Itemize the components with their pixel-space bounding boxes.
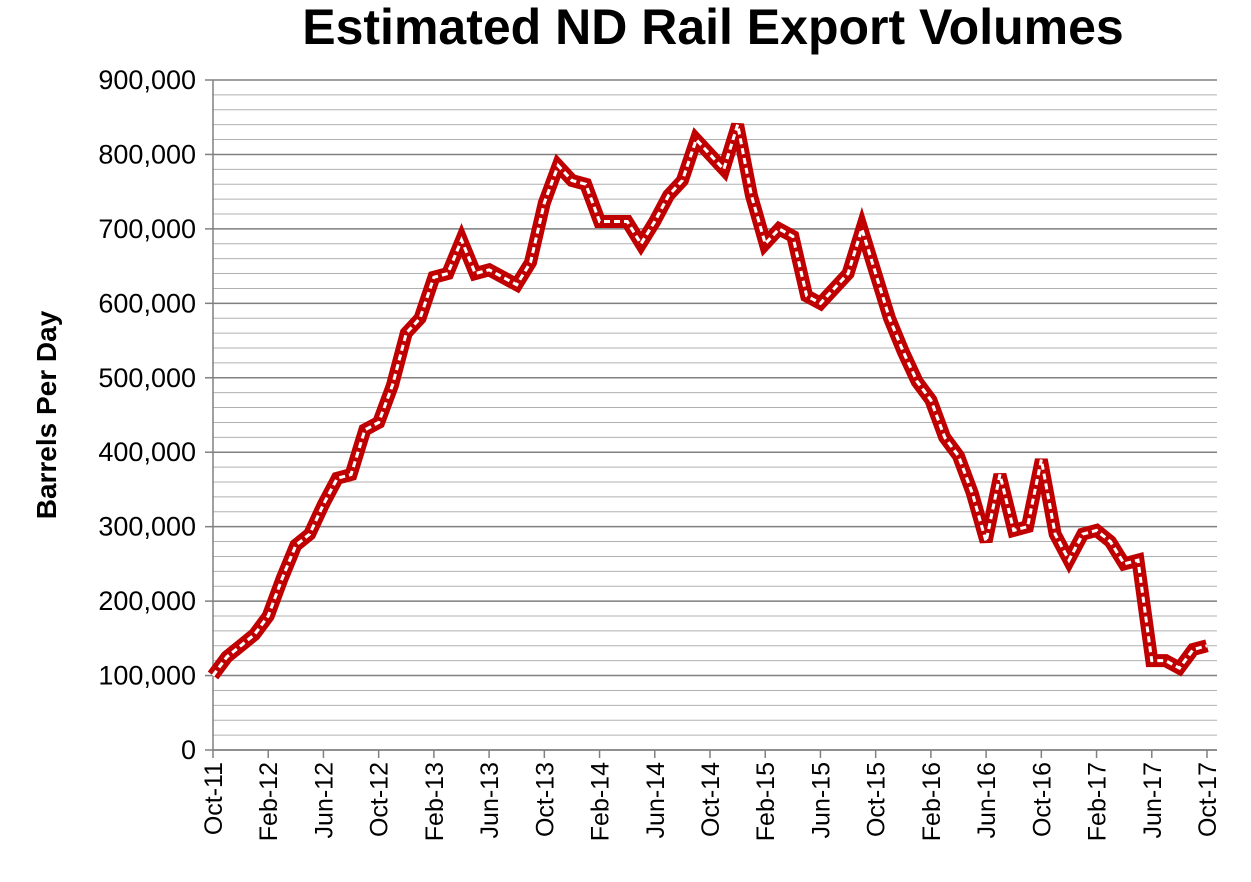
y-tick-label: 400,000	[98, 437, 196, 467]
x-tick-label: Oct-14	[697, 762, 725, 837]
x-tick-label: Oct-11	[200, 762, 228, 835]
y-tick-label: 200,000	[98, 586, 196, 616]
y-tick-label: 500,000	[98, 363, 196, 393]
chart-title: Estimated ND Rail Export Volumes	[302, 0, 1123, 55]
y-axis-label: Barrels Per Day	[31, 310, 62, 519]
x-tick-label: Oct-12	[366, 762, 394, 837]
x-tick-label: Feb-17	[1084, 762, 1112, 841]
x-tick-label: Jun-12	[310, 762, 338, 838]
x-tick-label: Oct-17	[1194, 762, 1222, 837]
y-tick-label: 100,000	[98, 661, 196, 691]
x-tick-label: Oct-15	[863, 762, 891, 837]
x-tick-label: Feb-14	[587, 762, 615, 841]
y-tick-label: 700,000	[98, 214, 196, 244]
y-tick-label: 800,000	[98, 139, 196, 169]
y-tick-label: 900,000	[98, 65, 196, 95]
x-tick-label: Feb-12	[255, 762, 283, 841]
y-tick-label: 0	[181, 735, 196, 765]
x-tick-label: Jun-14	[642, 762, 670, 839]
x-tick-label: Jun-17	[1139, 762, 1167, 838]
x-tick-label: Feb-15	[752, 762, 780, 841]
x-tick-label: Oct-16	[1028, 762, 1056, 837]
y-tick-label: 300,000	[98, 512, 196, 542]
x-tick-label: Oct-13	[531, 762, 559, 837]
x-tick-label: Jun-13	[476, 762, 504, 838]
y-tick-label: 600,000	[98, 288, 196, 318]
x-tick-label: Feb-16	[918, 762, 946, 841]
x-tick-label: Jun-16	[973, 762, 1001, 838]
x-tick-label: Feb-13	[421, 762, 449, 841]
series-line	[207, 122, 1209, 680]
series-line-inner	[211, 124, 1208, 677]
x-tick-label: Jun-15	[807, 762, 835, 838]
